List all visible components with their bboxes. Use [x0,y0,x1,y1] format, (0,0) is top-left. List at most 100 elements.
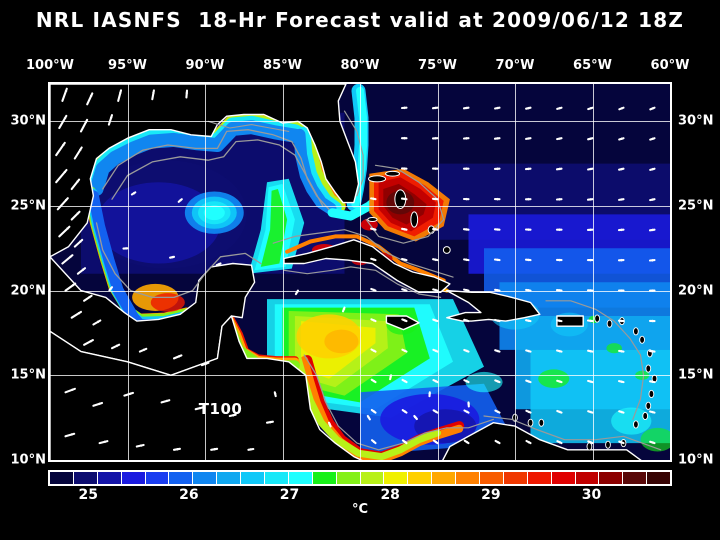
current-vector [463,348,470,353]
current-vector [493,137,501,140]
lat-tick-right-3: 15°N [678,367,714,383]
current-vector [138,347,148,353]
colorbar-tick-5: 30 [581,487,602,503]
colorbar-tick-2: 27 [279,487,300,503]
temp-blob [538,369,570,389]
current-vector [432,288,439,292]
current-vector [649,167,656,171]
current-vector [587,106,594,111]
current-vector [587,440,594,445]
current-vector [587,349,594,353]
antilles-island-14 [586,442,593,451]
map-path [285,234,446,283]
colorbar[interactable] [48,470,672,486]
current-vector [617,228,625,232]
current-vector [587,379,594,384]
current-vector [618,410,625,414]
current-vector [494,439,501,445]
lon-tick-4: 80°W [340,58,380,73]
current-vector [151,89,155,101]
current-vector [649,137,656,141]
colorbar-cell-16 [432,472,457,484]
current-vector [556,440,563,445]
colorbar-cell-0 [50,472,74,484]
map-path [89,120,318,196]
current-vector [401,227,408,231]
current-vector [648,350,656,353]
current-vector [462,136,470,140]
colorbar-cell-11 [312,472,337,484]
current-vector [432,227,439,231]
current-vector [327,421,332,428]
current-vector [432,258,439,262]
current-vector [525,349,532,353]
colorbar-cell-9 [265,472,289,484]
current-vector [649,410,656,414]
current-vector [431,167,439,170]
temp-blob [465,371,503,393]
colorbar-cell-14 [384,472,409,484]
current-vector [463,318,470,323]
current-vector [617,258,625,262]
current-vector [413,414,418,421]
lon-tick-2: 90°W [185,58,225,73]
island [410,211,419,228]
map-plot-area[interactable]: T100 [48,82,672,462]
current-vector [55,168,68,184]
current-vector [586,319,594,323]
colorbar-cell-3 [121,472,146,484]
current-vector [56,197,69,211]
current-vector [462,197,470,201]
current-vector [172,354,183,360]
current-vector [135,443,145,448]
map-path [111,139,324,207]
current-vector [618,349,625,353]
current-vector [649,198,656,202]
current-vector [73,146,83,160]
map-path [545,300,645,420]
current-vector [556,349,563,353]
current-vector [273,391,277,398]
current-vector [556,319,563,323]
current-vector [524,167,532,171]
current-vector [555,167,563,171]
colorbar-tick-0: 25 [78,487,98,503]
current-vector [493,228,501,231]
antilles-island-1 [606,319,613,328]
current-vector [172,447,181,451]
current-vector [370,408,377,414]
lat-tick-left-4: 10°N [10,452,46,468]
current-vector [649,380,656,384]
current-vector [462,167,470,171]
colorbar-tick-3: 28 [380,487,400,503]
current-vector [493,197,501,201]
island [368,175,387,183]
current-vector [215,262,222,267]
current-vector [107,114,114,126]
current-vector [401,439,408,445]
current-vector [463,379,470,384]
lon-tick-8: 60°W [650,58,690,73]
map-path [283,266,442,298]
lat-tick-right-2: 20°N [678,283,714,299]
colorbar-cell-4 [145,472,170,484]
lat-tick-left-2: 20°N [10,283,46,299]
current-vector [401,409,408,414]
colorbar-cell-10 [288,472,313,484]
current-vector [110,343,121,350]
colorbar-cell-13 [360,472,385,484]
lon-tick-3: 85°W [263,58,302,73]
current-vector [493,167,501,171]
current-vector [108,286,114,292]
lon-tick-6: 70°W [495,58,535,73]
current-vector [618,106,625,111]
map-path [556,315,584,327]
current-vector [194,406,204,411]
current-vector [618,137,625,141]
current-vector [92,401,104,407]
current-vector [649,440,656,445]
current-vector [494,409,501,414]
lon-tick-0: 100°W [26,58,74,73]
current-vector [210,447,219,451]
